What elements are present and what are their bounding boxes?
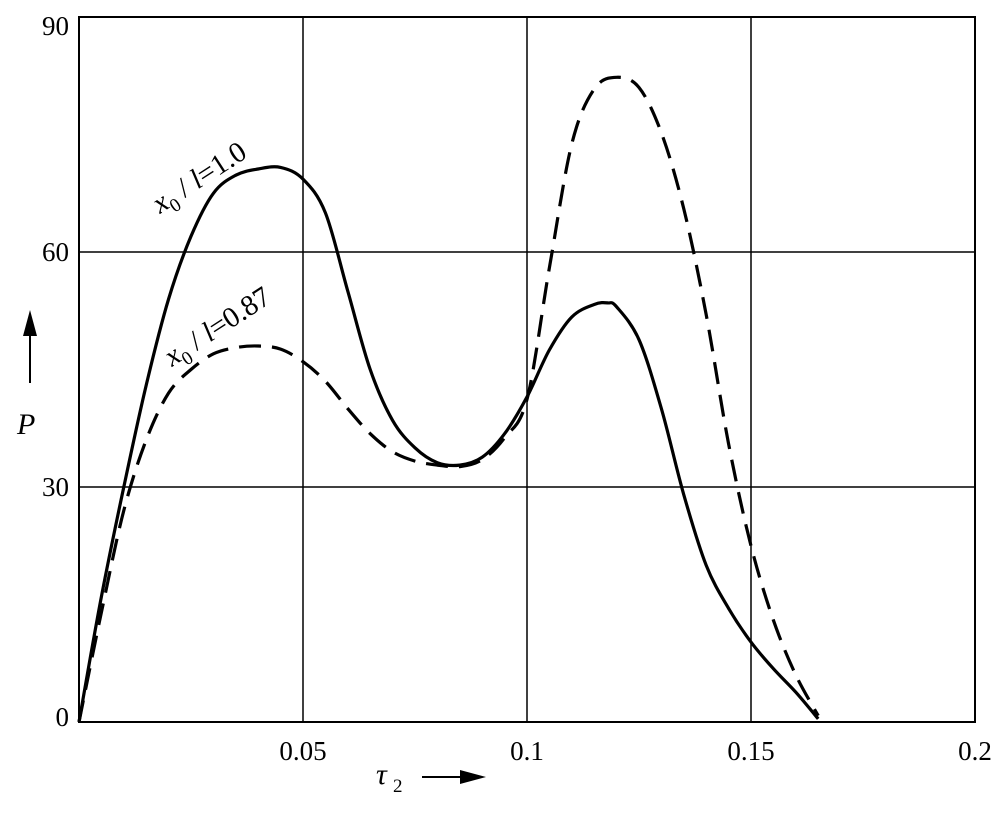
- y-axis-label: P: [16, 408, 35, 441]
- y-tick-label: 60: [42, 237, 69, 267]
- x-axis-arrow-head: [460, 770, 486, 784]
- y-tick-label: 30: [42, 472, 69, 502]
- tick-labels: 0.05 0.1 0.15 0.2 0 30 60 90: [42, 11, 992, 766]
- y-axis-arrow-head: [23, 310, 37, 336]
- plot-area-frame: [78, 16, 976, 723]
- y-tick-label: 90: [42, 11, 69, 41]
- x-tick-label: 0.15: [727, 736, 774, 766]
- x-tick-label: 0.05: [279, 736, 326, 766]
- series-line-dashed: [77, 75, 820, 723]
- x-tick-label: 0.2: [958, 736, 992, 766]
- x-axis-label-subscript: 2: [393, 776, 403, 797]
- x-axis-label: τ: [376, 758, 388, 791]
- x-tick-label: 0.1: [510, 736, 544, 766]
- series-layer: [77, 75, 820, 723]
- x-axis-label-group: τ 2: [376, 758, 486, 797]
- y-axis-label-group: P: [16, 310, 37, 441]
- y-tick-label: 0: [56, 702, 70, 732]
